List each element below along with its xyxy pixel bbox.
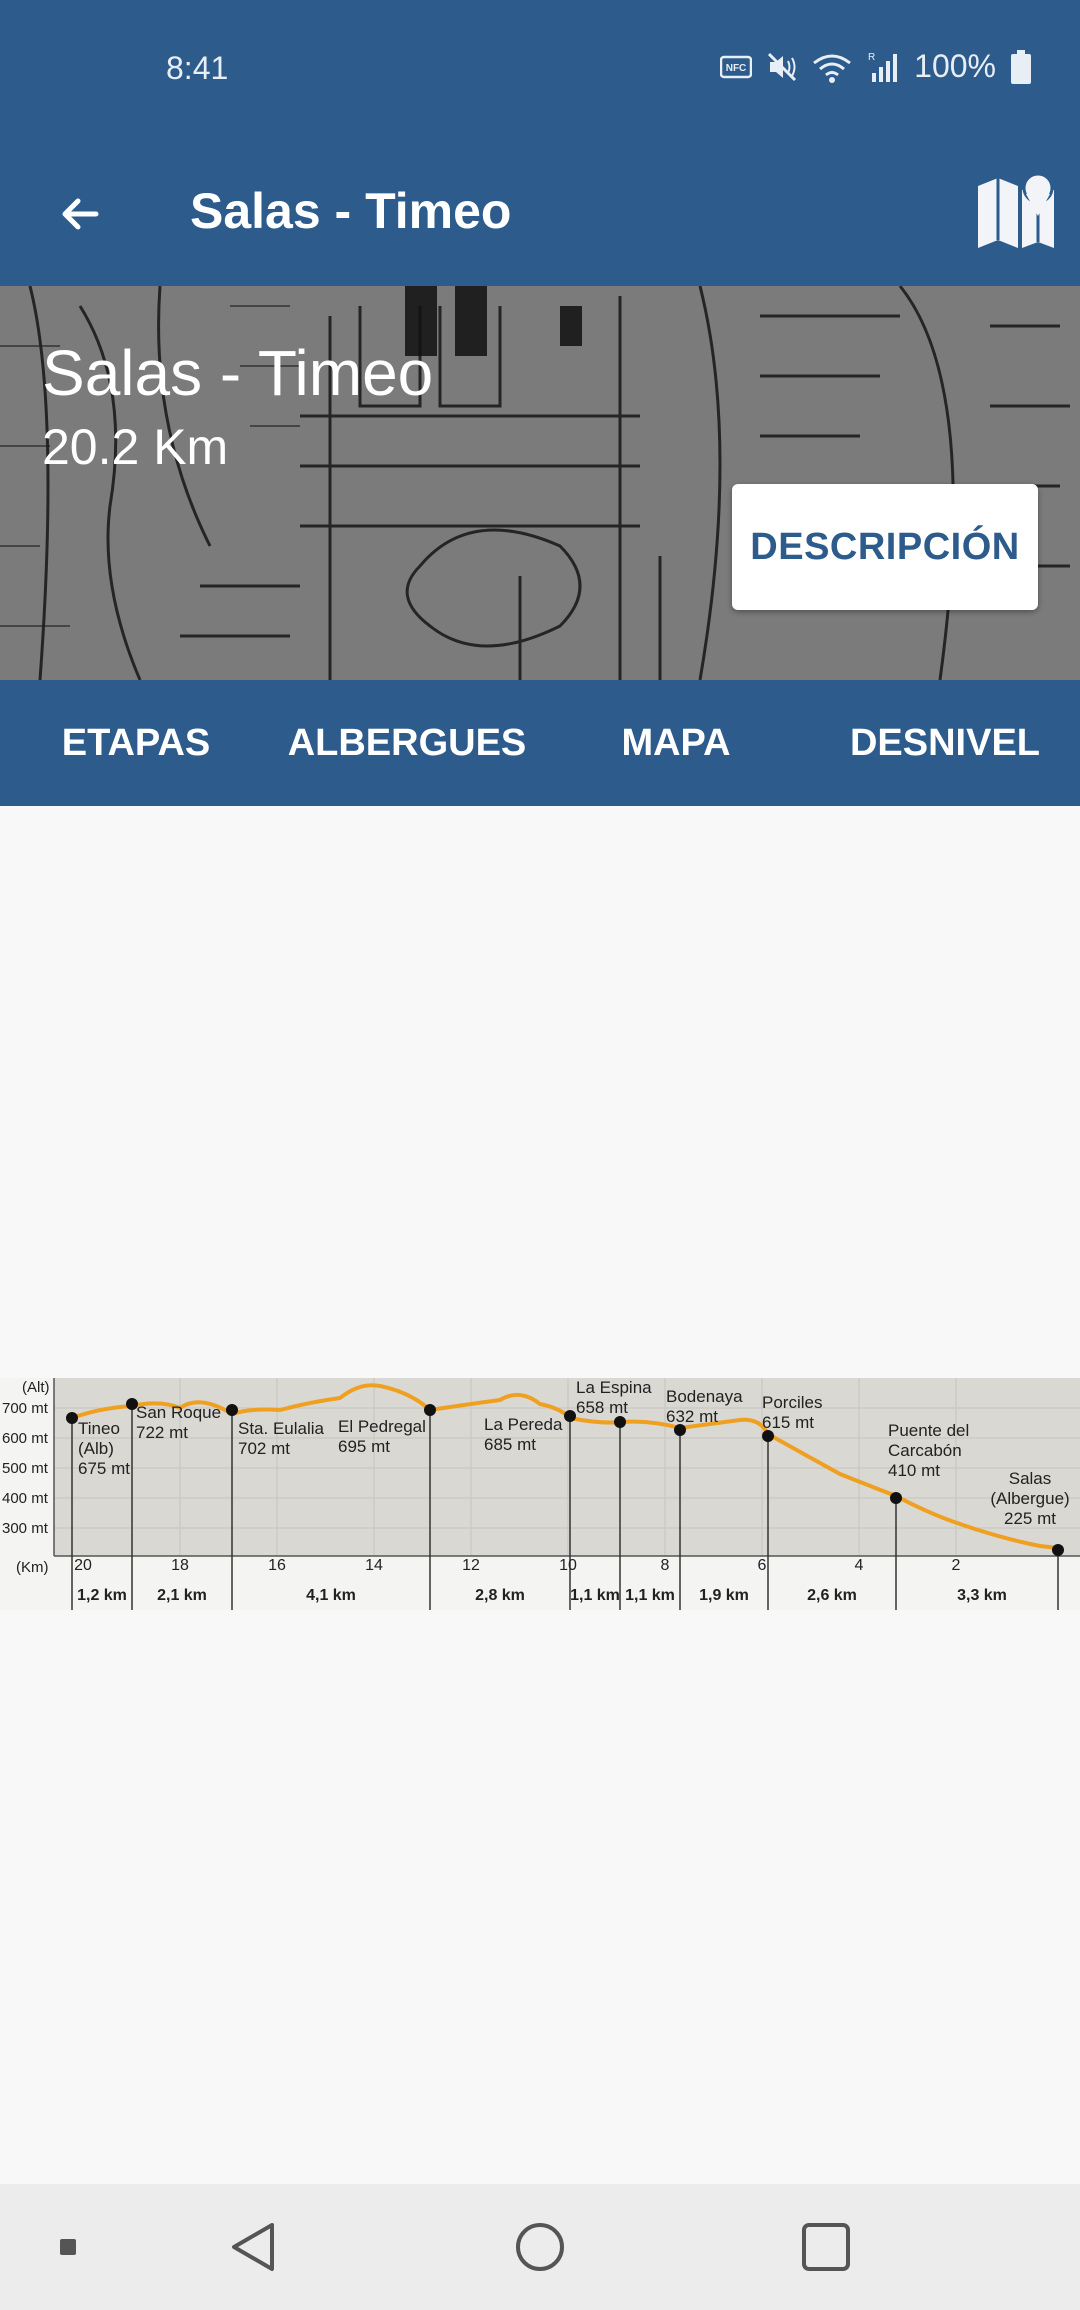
back-button[interactable]: [40, 174, 120, 254]
waypoint-label: 410 mt: [888, 1461, 940, 1480]
waypoint-lines: [71, 1404, 1059, 1610]
hero-banner: Salas - Timeo 20.2 Km DESCRIPCIÓN: [0, 286, 1080, 680]
waypoint-label: 632 mt: [666, 1407, 718, 1426]
waypoint-label: 615 mt: [762, 1413, 814, 1432]
app-bar: Salas - Timeo: [0, 140, 1080, 286]
y-tick-500: 500 mt: [2, 1460, 49, 1477]
y-axis-label: (Alt): [22, 1379, 50, 1396]
waypoint-dot-puente-carcabon: [890, 1492, 902, 1504]
tab-desnivel[interactable]: DESNIVEL: [849, 721, 1041, 764]
segment-distance: 2,1 km: [157, 1587, 207, 1604]
arrow-back-icon: [62, 198, 99, 230]
waypoint-dot-bodenaya: [674, 1424, 686, 1436]
hero-title: Salas - Timeo: [42, 337, 434, 409]
segment-distance: 2,6 km: [807, 1587, 857, 1604]
waypoint-label: 695 mt: [338, 1437, 390, 1456]
waypoint-label: El Pedregal: [338, 1417, 426, 1436]
svg-text:R: R: [868, 52, 875, 63]
segment-distance: 1,9 km: [699, 1587, 749, 1604]
waypoint-label: Bodenaya: [666, 1387, 743, 1406]
back-triangle-icon: [232, 2223, 274, 2271]
x-tick-14: 14: [365, 1557, 383, 1574]
system-nav-bar: [0, 2184, 1080, 2310]
map-button[interactable]: [970, 166, 1062, 258]
segment-distance: 1,1 km: [570, 1587, 620, 1604]
tab-bar: ETAPAS ALBERGUES MAPA DESNIVEL: [0, 680, 1080, 806]
y-tick-400: 400 mt: [2, 1490, 49, 1507]
x-tick-10: 10: [559, 1557, 577, 1574]
x-tick-18: 18: [171, 1557, 189, 1574]
x-tick-6: 6: [758, 1557, 767, 1574]
waypoint-label: Porciles: [762, 1393, 822, 1412]
profile-grid: [54, 1378, 1080, 1556]
waypoint-dot-el-pedregal: [424, 1404, 436, 1416]
nav-home-button[interactable]: [497, 2204, 583, 2290]
segment-distance: 1,1 km: [625, 1587, 675, 1604]
waypoint-label: La Pereda: [484, 1415, 563, 1434]
tab-etapas[interactable]: ETAPAS: [61, 721, 211, 764]
waypoint-label: 675 mt: [78, 1459, 130, 1478]
recents-dot-button[interactable]: [40, 2204, 96, 2290]
waypoint-label: Puente del: [888, 1421, 969, 1440]
page-title: Salas - Timeo: [190, 183, 512, 239]
waypoint-label: (Alb): [78, 1439, 114, 1458]
description-button[interactable]: DESCRIPCIÓN: [732, 484, 1038, 610]
waypoint-label: Sta. Eulalia: [238, 1419, 325, 1438]
map-pin-icon: [978, 172, 1054, 248]
waypoint-label: Salas: [1009, 1469, 1052, 1488]
waypoint-dot-sta-eulalia: [226, 1404, 238, 1416]
x-tick-4: 4: [855, 1557, 864, 1574]
x-tick-16: 16: [268, 1557, 286, 1574]
nfc-icon: NFC: [720, 55, 753, 79]
waypoint-label: 685 mt: [484, 1435, 536, 1454]
waypoint-dot-porciles: [762, 1430, 774, 1442]
battery-icon: [1010, 49, 1032, 84]
recents-dot-icon: [60, 2239, 76, 2255]
segment-distance: 1,2 km: [77, 1587, 127, 1604]
status-bar: 8:41 NFC R 100%: [0, 0, 1080, 140]
tab-mapa[interactable]: MAPA: [621, 721, 731, 764]
elevation-profile: (Alt) 700 mt 600 mt 500 mt 400 mt 300 mt…: [0, 1378, 1080, 1610]
waypoint-label: 702 mt: [238, 1439, 290, 1458]
waypoint-label: Carcabón: [888, 1441, 962, 1460]
signal-icon: R: [866, 51, 900, 83]
waypoint-dot-tineo: [66, 1412, 78, 1424]
status-time: 8:41: [166, 50, 229, 86]
x-tick-20: 20: [74, 1557, 92, 1574]
tab-albergues[interactable]: ALBERGUES: [287, 721, 527, 764]
nav-overview-button[interactable]: [783, 2204, 869, 2290]
svg-text:NFC: NFC: [726, 63, 747, 74]
waypoint-dot-san-roque: [126, 1398, 138, 1410]
wifi-icon: [812, 51, 852, 83]
home-circle-icon: [516, 2223, 564, 2271]
nav-back-button[interactable]: [210, 2204, 296, 2290]
x-tick-2: 2: [952, 1557, 961, 1574]
hero-distance: 20.2 Km: [42, 419, 229, 475]
waypoint-label: La Espina: [576, 1378, 652, 1397]
segment-distance: 3,3 km: [957, 1587, 1007, 1604]
overview-square-icon: [802, 2223, 850, 2271]
waypoint-dot-la-pereda: [564, 1410, 576, 1422]
vibrate-mute-icon: [766, 51, 798, 83]
waypoint-label: (Albergue): [990, 1489, 1069, 1508]
waypoint-dot-salas: [1052, 1544, 1064, 1556]
segment-distance: 2,8 km: [475, 1587, 525, 1604]
x-axis-label: (Km): [16, 1559, 49, 1576]
y-tick-600: 600 mt: [2, 1430, 49, 1447]
y-tick-300: 300 mt: [2, 1520, 49, 1537]
waypoint-label: 225 mt: [1004, 1509, 1056, 1528]
waypoint-dot-la-espina: [614, 1416, 626, 1428]
y-tick-700: 700 mt: [2, 1400, 49, 1417]
hero-sketch-illustration: [0, 286, 1080, 680]
x-tick-8: 8: [661, 1557, 670, 1574]
battery-text: 100%: [914, 48, 996, 84]
segment-distance: 4,1 km: [306, 1587, 356, 1604]
waypoint-label: Tineo: [78, 1419, 120, 1438]
status-icons: NFC R 100%: [720, 48, 1032, 85]
waypoint-label: 658 mt: [576, 1398, 628, 1417]
waypoint-label: San Roque: [136, 1403, 221, 1422]
waypoint-label: 722 mt: [136, 1423, 188, 1442]
x-tick-12: 12: [462, 1557, 480, 1574]
